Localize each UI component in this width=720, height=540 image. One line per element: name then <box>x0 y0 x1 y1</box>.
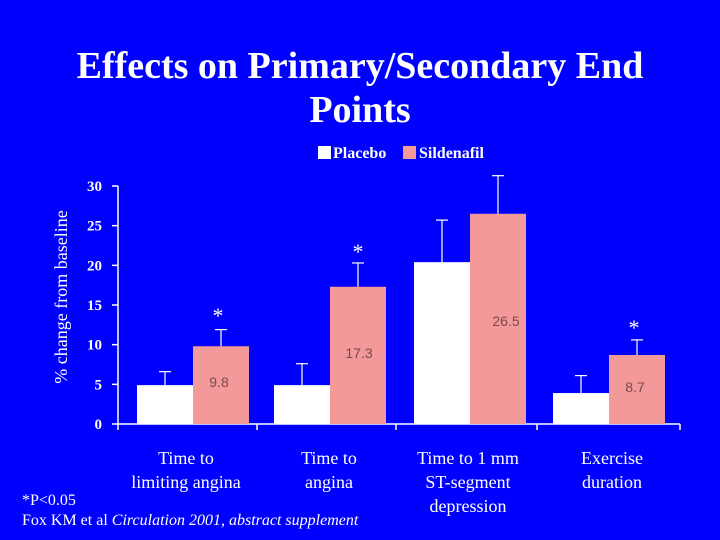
y-tick-label: 15 <box>87 298 102 314</box>
footnote: *P<0.05 Fox KM et al Circulation 2001, a… <box>22 491 358 531</box>
significance-note: *P<0.05 <box>22 492 76 509</box>
legend-label-placebo: Placebo <box>333 145 386 162</box>
data-label-sildenafil: 8.7 <box>625 379 645 395</box>
y-tick-label: 25 <box>87 219 102 235</box>
citation-journal: Circulation 2001, abstract supplement <box>111 512 359 529</box>
legend-swatch-placebo <box>318 146 331 159</box>
significance-star: * <box>353 239 364 264</box>
y-tick-label: 20 <box>87 258 102 274</box>
x-category-label: limiting angina <box>131 472 241 492</box>
bar-placebo <box>553 393 609 424</box>
significance-star: * <box>213 303 224 328</box>
citation: Fox KM et al Circulation 2001, abstract … <box>22 511 358 531</box>
x-category-label: Time to <box>158 448 214 468</box>
x-category-label: duration <box>582 472 642 492</box>
slide-title-line1: Effects on Primary/Secondary End <box>76 45 644 87</box>
bar-sildenafil <box>330 286 386 424</box>
y-tick-label: 0 <box>95 417 103 433</box>
slide-title-line2: Points <box>309 89 411 131</box>
data-label-sildenafil: 17.3 <box>345 345 372 361</box>
bar-placebo <box>137 385 193 424</box>
x-category-label: Time to 1 mm <box>417 448 519 468</box>
bar-placebo <box>274 385 330 424</box>
x-category-label: angina <box>305 472 353 492</box>
y-axis-title: % change from baseline <box>51 210 71 383</box>
y-tick-label: 10 <box>87 338 102 354</box>
data-label-sildenafil: 9.8 <box>209 374 229 390</box>
bar-sildenafil <box>470 213 526 424</box>
slide-title: Effects on Primary/Secondary End Points <box>0 44 720 132</box>
x-category-label: Exercise <box>581 448 643 468</box>
bar-sildenafil <box>609 354 665 424</box>
legend-label-sildenafil: Sildenafil <box>419 145 484 162</box>
y-tick-label: 5 <box>95 377 103 393</box>
bar-sildenafil <box>193 346 249 424</box>
citation-authors: Fox KM et al <box>22 512 112 529</box>
x-category-label: depression <box>430 496 507 516</box>
data-label-sildenafil: 26.5 <box>492 313 519 329</box>
x-category-label: ST-segment <box>425 472 510 492</box>
significance-star: * <box>629 315 640 340</box>
x-category-label: Time to <box>301 448 357 468</box>
bar-placebo <box>414 262 470 424</box>
y-tick-label: 30 <box>87 179 102 195</box>
legend-swatch-sildenafil <box>403 146 416 159</box>
